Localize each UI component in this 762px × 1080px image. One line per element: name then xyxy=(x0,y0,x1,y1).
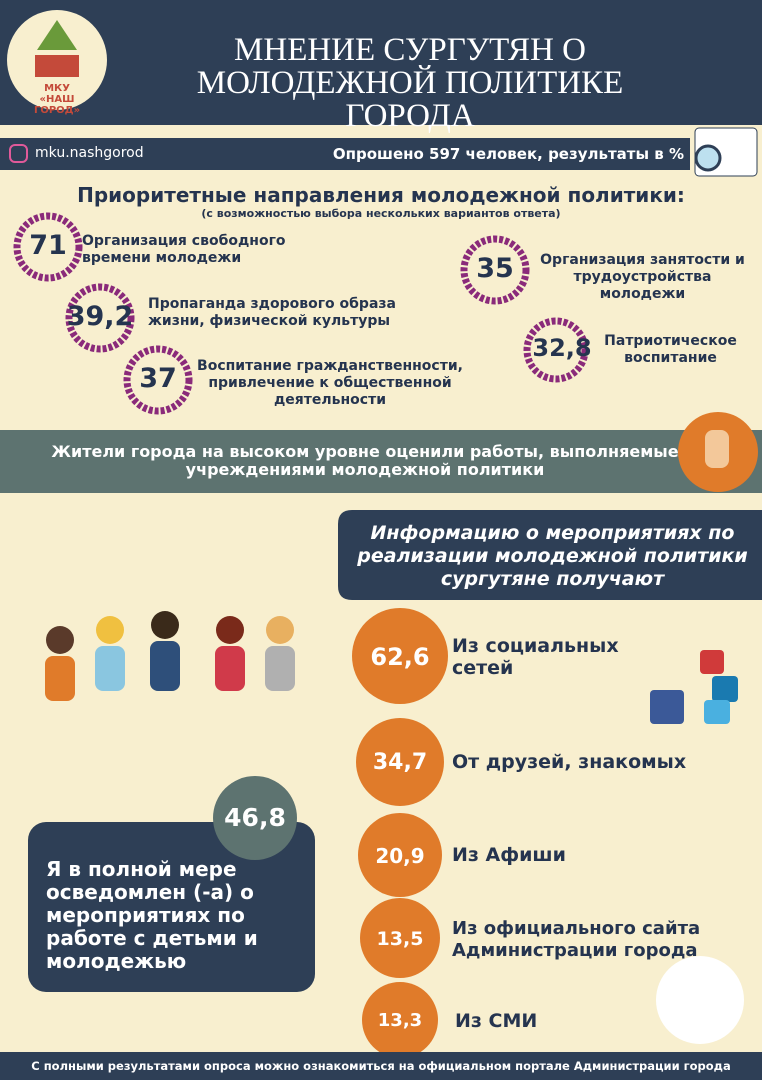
source-label: Из социальных сетей xyxy=(452,635,619,679)
priority-label: Организация свободного времени молодежи xyxy=(82,233,286,266)
source-circles xyxy=(352,608,448,1058)
instagram-handle: mku.nashgorod xyxy=(35,145,144,161)
source-label: От друзей, знакомых xyxy=(452,751,687,773)
priorities-subtitle: (с возможностью выбора нескольких вариан… xyxy=(201,207,561,220)
reporter-icon xyxy=(656,956,744,1044)
awareness-value: 46,8 xyxy=(224,803,286,832)
gauge xyxy=(460,235,530,305)
gauge xyxy=(65,283,135,353)
source-value: 20,9 xyxy=(375,844,425,868)
priority-value: 39,2 xyxy=(66,301,134,332)
banner-text: Жители города на высоком уровне оценили … xyxy=(51,442,679,479)
footer-text: С полными результатами опроса можно озна… xyxy=(31,1059,731,1073)
source-value: 34,7 xyxy=(372,750,428,775)
banner-bg xyxy=(0,430,762,493)
source-label: Из Афиши xyxy=(452,844,566,866)
source-value: 62,6 xyxy=(370,643,430,671)
priority-value: 37 xyxy=(139,363,177,394)
priority-value: 32,8 xyxy=(532,334,592,362)
priority-label: Пропаганда здорового образа жизни, физич… xyxy=(148,296,396,329)
source-value: 13,5 xyxy=(376,928,424,950)
survey-note: Опрошено 597 человек, результаты в % xyxy=(332,145,684,163)
info-bar xyxy=(0,138,690,170)
logo-text: МКУ «НАШ ГОРОД» xyxy=(22,83,92,116)
title-line: МНЕНИЕ СУРГУТЯН О xyxy=(234,32,586,68)
priority-label: Патриотическое воспитание xyxy=(604,333,737,366)
source-circle xyxy=(358,813,442,897)
priority-label: Организация занятости и трудоустройства … xyxy=(540,252,745,302)
logo-line: МКУ xyxy=(44,83,70,94)
sources-title-bg xyxy=(338,510,762,600)
source-label: Из официального сайта Администрации горо… xyxy=(452,918,701,961)
header-bg xyxy=(0,0,762,125)
logo-tree xyxy=(37,20,77,50)
footer-bg xyxy=(0,1052,762,1080)
logo-building xyxy=(35,55,79,77)
awareness-label: Я в полной мере осведомлен (-а) о меропр… xyxy=(46,857,258,973)
source-value: 13,3 xyxy=(377,1010,423,1031)
gauge xyxy=(123,345,193,415)
source-label: Из СМИ xyxy=(455,1010,538,1032)
source-circle xyxy=(352,608,448,704)
priority-value: 71 xyxy=(29,230,67,261)
social-icons xyxy=(650,650,738,724)
source-circle xyxy=(362,982,438,1058)
gauge xyxy=(523,317,589,383)
title: МНЕНИЕ СУРГУТЯН О МОЛОДЕЖНОЙ ПОЛИТИКЕ ГО… xyxy=(130,34,690,133)
people-illustration xyxy=(45,611,295,701)
awareness-bg xyxy=(28,822,315,992)
gauge xyxy=(13,212,83,282)
priority-label: Воспитание гражданственности, привлечени… xyxy=(197,358,463,408)
instagram-icon xyxy=(9,144,28,163)
title-line: МОЛОДЕЖНОЙ ПОЛИТИКЕ ГОРОДА xyxy=(196,65,624,134)
magnifier-icon xyxy=(694,144,722,172)
source-circle xyxy=(356,718,444,806)
thumb xyxy=(705,430,729,468)
priority-value: 35 xyxy=(476,253,514,284)
sources-title: Информацию о мероприятиях по реализации … xyxy=(357,522,748,590)
priorities-title: Приоритетные направления молодежной поли… xyxy=(77,183,685,207)
awareness-circle xyxy=(213,776,297,860)
source-circle xyxy=(360,898,440,978)
logo-line: «НАШ ГОРОД» xyxy=(33,94,81,116)
